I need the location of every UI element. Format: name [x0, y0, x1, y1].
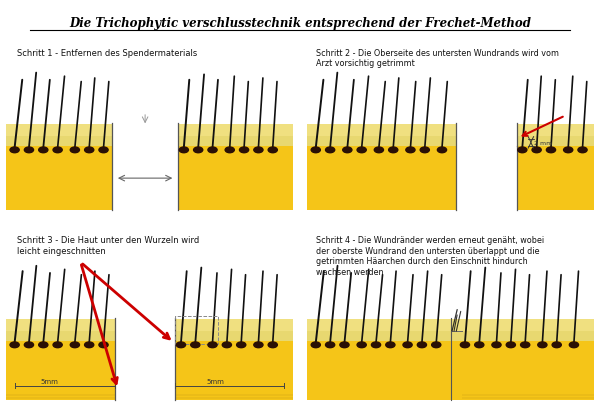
Circle shape [179, 147, 188, 153]
Circle shape [70, 147, 79, 153]
Circle shape [406, 147, 415, 153]
Bar [178, 147, 293, 211]
Circle shape [225, 147, 235, 153]
Bar [517, 125, 594, 137]
Circle shape [578, 147, 587, 153]
Bar [178, 137, 293, 147]
Circle shape [552, 342, 562, 348]
Circle shape [236, 342, 246, 348]
Circle shape [386, 342, 395, 348]
Circle shape [99, 147, 108, 153]
Circle shape [311, 147, 320, 153]
Circle shape [563, 147, 573, 153]
Text: 5mm: 5mm [40, 378, 58, 384]
Circle shape [418, 342, 427, 348]
Circle shape [357, 342, 366, 348]
Circle shape [357, 147, 366, 153]
Circle shape [403, 342, 412, 348]
Circle shape [254, 147, 263, 153]
Circle shape [176, 342, 185, 348]
Bar [307, 320, 462, 331]
Circle shape [431, 342, 441, 348]
Bar [451, 341, 594, 400]
Bar [451, 320, 594, 331]
Bar [307, 137, 457, 147]
Bar [6, 137, 112, 147]
Bar [457, 121, 517, 211]
Circle shape [70, 342, 79, 348]
Circle shape [343, 147, 352, 153]
Bar [175, 341, 293, 400]
Text: 5mm: 5mm [207, 378, 224, 384]
Circle shape [38, 342, 48, 348]
Bar [451, 331, 594, 341]
Circle shape [460, 342, 470, 348]
Bar [517, 147, 594, 211]
Bar [6, 331, 115, 341]
Circle shape [208, 147, 217, 153]
Bar [178, 125, 293, 137]
Circle shape [374, 147, 383, 153]
Circle shape [53, 147, 62, 153]
Circle shape [420, 147, 430, 153]
Text: Schritt 1 - Entfernen des Spendermaterials: Schritt 1 - Entfernen des Spendermateria… [17, 48, 198, 57]
Bar [307, 331, 462, 341]
Bar [517, 137, 594, 147]
Text: Die Trichophytic verschlusstechnik entsprechend der Frechet-Method: Die Trichophytic verschlusstechnik entsp… [69, 17, 531, 29]
Bar [307, 125, 457, 137]
Text: 2 mm: 2 mm [534, 140, 552, 145]
Circle shape [371, 342, 380, 348]
Circle shape [389, 147, 398, 153]
Bar [6, 147, 112, 211]
Circle shape [268, 342, 277, 348]
Bar [175, 316, 218, 344]
Circle shape [25, 342, 34, 348]
Circle shape [340, 342, 349, 348]
Circle shape [254, 342, 263, 348]
Circle shape [521, 342, 530, 348]
Bar [115, 316, 175, 400]
Circle shape [25, 147, 34, 153]
Text: Schritt 3 - Die Haut unter den Wurzeln wird
leicht eingeschnitten: Schritt 3 - Die Haut unter den Wurzeln w… [17, 236, 200, 255]
Circle shape [85, 342, 94, 348]
Circle shape [222, 342, 232, 348]
Circle shape [99, 342, 108, 348]
Circle shape [326, 342, 335, 348]
Circle shape [268, 147, 277, 153]
Circle shape [85, 147, 94, 153]
Circle shape [437, 147, 446, 153]
Circle shape [311, 342, 320, 348]
Bar [6, 320, 115, 331]
Text: Schritt 4 - Die Wundränder werden erneut genäht, wobei
der oberste Wundrand den : Schritt 4 - Die Wundränder werden erneut… [316, 236, 544, 276]
Circle shape [492, 342, 501, 348]
Circle shape [10, 147, 19, 153]
Circle shape [194, 147, 203, 153]
Circle shape [532, 147, 541, 153]
Circle shape [547, 147, 556, 153]
Circle shape [208, 342, 217, 348]
Bar [6, 341, 115, 400]
Circle shape [538, 342, 547, 348]
Circle shape [53, 342, 62, 348]
Circle shape [326, 147, 335, 153]
Circle shape [239, 147, 248, 153]
Circle shape [10, 342, 19, 348]
Bar [307, 147, 457, 211]
Bar [175, 320, 293, 331]
Bar [112, 121, 178, 211]
Circle shape [506, 342, 515, 348]
Circle shape [191, 342, 200, 348]
Circle shape [475, 342, 484, 348]
Bar [175, 331, 293, 341]
Circle shape [569, 342, 578, 348]
Text: Schritt 2 - Die Oberseite des untersten Wundrands wird vom
Arzt vorsichtig getri: Schritt 2 - Die Oberseite des untersten … [316, 48, 559, 68]
Bar [6, 125, 112, 137]
Bar [307, 341, 462, 400]
Circle shape [38, 147, 48, 153]
Circle shape [518, 147, 527, 153]
